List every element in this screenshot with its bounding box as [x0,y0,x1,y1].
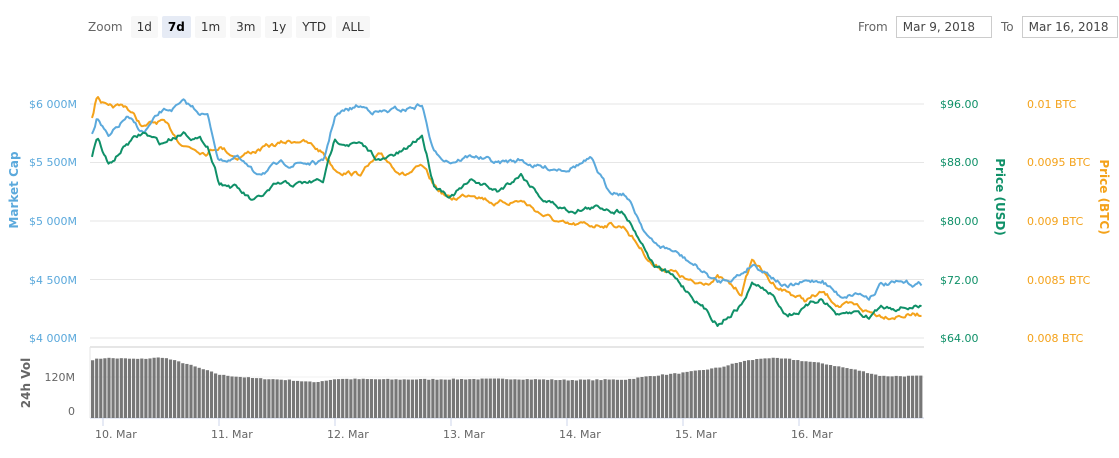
from-date-group: From Mar 9, 2018 [858,16,992,38]
zoom-1m-button[interactable]: 1m [194,16,227,38]
usd-tick: $72.00 [940,274,979,287]
zoom-1y-button[interactable]: 1y [265,16,293,38]
to-date-group: To Mar 16, 2018 [1001,16,1118,38]
price-btc-axis-title: Price (BTC) [1097,159,1111,234]
x-tick-label: 16. Mar [791,428,833,441]
market-cap-axis-title: Market Cap [7,151,21,229]
to-date-input[interactable]: Mar 16, 2018 [1021,16,1118,38]
zoom-7d-button[interactable]: 7d [161,16,191,38]
price-usd-axis-title: Price (USD) [993,158,1007,236]
btc-tick: 0.01 BTC [1027,98,1077,111]
usd-tick: $64.00 [940,332,979,345]
usd-tick: $88.00 [940,156,979,169]
usd-tick: $96.00 [940,98,979,111]
volume-axis-title: 24h Vol [19,358,33,408]
volume-axis: 120M 0 [45,371,76,418]
x-tick-label: 11. Mar [211,428,253,441]
zoom-range-selector: Zoom 1d 7d 1m 3m 1y YTD ALL [88,16,374,38]
zoom-all-button[interactable]: ALL [336,16,370,38]
market-cap-axis: $6 000M $5 500M $5 000M $4 500M $4 000M [29,98,77,345]
zoom-1d-button[interactable]: 1d [130,16,158,38]
x-tick-label: 14. Mar [559,428,601,441]
x-tick-label: 10. Mar [95,428,137,441]
market-capline [91,98,923,301]
market-cap-tick: $5 500M [29,156,77,169]
from-date-input[interactable]: Mar 9, 2018 [895,16,992,38]
volume-bars [91,357,923,418]
to-label: To [1001,20,1014,34]
zoom-ytd-button[interactable]: YTD [296,16,333,38]
market-cap-tick: $5 000M [29,215,77,228]
zoom-3m-button[interactable]: 3m [230,16,262,38]
volume-tick: 0 [68,405,75,418]
market-cap-tick: $6 000M [29,98,77,111]
price-usd-line [91,131,922,327]
market-cap-tick: $4 000M [29,332,77,345]
btc-tick: 0.0095 BTC [1027,156,1091,169]
usd-tick: $80.00 [940,215,979,228]
series-lines [91,96,923,327]
market-cap-tick: $4 500M [29,274,77,287]
btc-tick: 0.0085 BTC [1027,274,1091,287]
price-btc-axis: 0.01 BTC 0.0095 BTC 0.009 BTC 0.0085 BTC… [1027,98,1091,345]
volume-tick: 120M [45,371,76,384]
zoom-label: Zoom [88,20,123,34]
x-axis: 10. Mar 11. Mar 12. Mar 13. Mar 14. Mar … [95,428,833,441]
btc-tick: 0.008 BTC [1027,332,1084,345]
price-usd-axis: $96.00 $88.00 $80.00 $72.00 $64.00 [940,98,979,345]
from-label: From [858,20,888,34]
x-tick-label: 15. Mar [675,428,717,441]
x-tick-label: 13. Mar [443,428,485,441]
btc-tick: 0.009 BTC [1027,215,1084,228]
x-tick-label: 12. Mar [327,428,369,441]
price-btc-line [91,96,922,321]
